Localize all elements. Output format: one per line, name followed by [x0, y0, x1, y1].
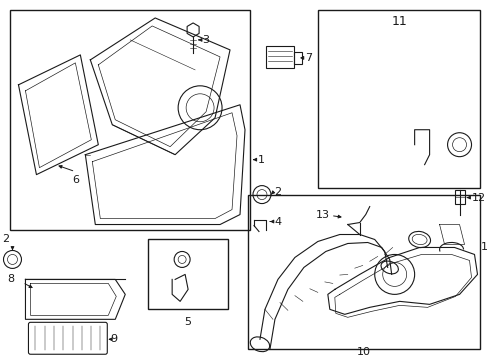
Text: 1: 1: [481, 243, 488, 252]
Bar: [318, 10, 480, 188]
Text: 9: 9: [110, 334, 118, 344]
Text: 10: 10: [357, 347, 371, 357]
Text: 7: 7: [305, 53, 312, 63]
Bar: [266, 46, 294, 68]
Text: 5: 5: [185, 317, 192, 327]
Text: 11: 11: [392, 15, 408, 28]
Bar: [455, 190, 465, 203]
Text: 6: 6: [72, 175, 79, 185]
Text: 12: 12: [471, 193, 486, 203]
Text: 13: 13: [316, 210, 330, 220]
Text: 2: 2: [274, 186, 281, 197]
Bar: [294, 52, 302, 64]
Text: 3: 3: [202, 35, 209, 45]
Text: 8: 8: [7, 274, 15, 284]
Bar: [10, 10, 250, 230]
Text: 1: 1: [258, 155, 265, 165]
Text: 2: 2: [2, 234, 10, 244]
Bar: [248, 195, 480, 349]
Text: 4: 4: [274, 216, 281, 226]
Bar: [148, 239, 228, 309]
